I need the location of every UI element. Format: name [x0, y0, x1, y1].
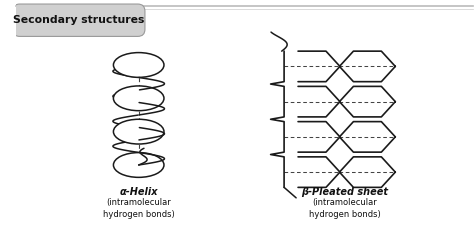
- Ellipse shape: [113, 53, 164, 77]
- FancyBboxPatch shape: [12, 4, 145, 36]
- Ellipse shape: [113, 119, 164, 144]
- Text: α-Helix: α-Helix: [119, 187, 158, 197]
- Text: β-Pleated sheet: β-Pleated sheet: [301, 187, 388, 197]
- Ellipse shape: [113, 153, 164, 177]
- Text: (intramolecular
hydrogen bonds): (intramolecular hydrogen bonds): [103, 198, 174, 219]
- Ellipse shape: [113, 86, 164, 111]
- Text: (intramolecular
hydrogen bonds): (intramolecular hydrogen bonds): [309, 198, 381, 219]
- Text: Secondary structures: Secondary structures: [13, 15, 145, 25]
